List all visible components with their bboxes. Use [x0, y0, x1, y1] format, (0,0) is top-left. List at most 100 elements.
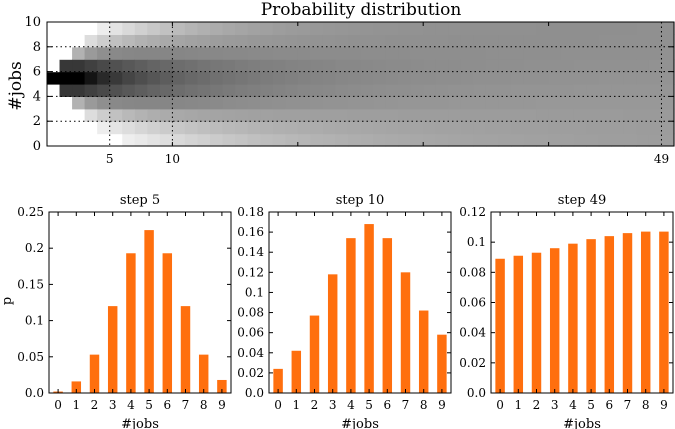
heatmap-cell: [360, 71, 374, 85]
heatmap-cell: [159, 84, 173, 97]
heatmap-cell: [510, 71, 525, 85]
heatmap-cell: [360, 121, 374, 135]
xtick-label: 6: [163, 398, 171, 412]
heatmap-cell: [335, 71, 349, 85]
heatmap-cell: [460, 108, 474, 122]
ytick-label: 0.25: [17, 205, 44, 219]
heatmap-cell: [523, 71, 537, 85]
bar: [659, 231, 669, 393]
heatmap-cell: [260, 22, 274, 35]
heatmap-cell: [385, 22, 399, 35]
heatmap-cell: [184, 22, 199, 35]
heatmap-cell: [448, 121, 462, 135]
bar: [107, 306, 118, 393]
xtick-label: 1: [292, 398, 300, 412]
heatmap-cell: [84, 34, 98, 48]
heatmap-cell: [260, 96, 274, 110]
bar: [586, 239, 596, 393]
heatmap-cell: [373, 34, 387, 48]
heatmap-cell: [385, 121, 399, 135]
heatmap-cell: [84, 84, 98, 97]
heatmap-cell: [247, 133, 261, 147]
heatmap-cell: [159, 96, 173, 110]
xtick-label: 2: [311, 398, 319, 412]
heatmap-cell: [373, 22, 387, 35]
heatmap-cell: [611, 59, 625, 73]
xtick-label: 4: [569, 398, 577, 412]
heatmap-cell: [460, 71, 474, 85]
xtick-label: 3: [109, 398, 117, 412]
heatmap-cell: [285, 84, 299, 97]
xtick-label: 0: [54, 398, 62, 412]
heatmap-cell: [59, 46, 73, 60]
heatmap-cell: [247, 59, 261, 73]
heatmap-cell: [536, 84, 550, 97]
heatmap-cell: [448, 59, 462, 73]
heatmap-cell: [47, 59, 61, 73]
bar-panel-ylabel: p: [0, 297, 15, 305]
heatmap-cell: [536, 46, 550, 60]
heatmap-cell: [72, 71, 86, 85]
heatmap-cell: [260, 108, 274, 122]
heatmap-cell: [448, 96, 462, 110]
heatmap-cells: [47, 22, 675, 147]
heatmap-cell: [109, 71, 123, 85]
heatmap-cell: [661, 34, 675, 48]
ytick-label: 0.12: [459, 205, 486, 219]
heatmap-cell: [72, 96, 86, 110]
heatmap-cell: [523, 108, 537, 122]
bar-panel-xlabel: #jobs: [121, 417, 159, 429]
bar: [180, 306, 191, 393]
heatmap-cell: [510, 84, 525, 97]
xtick-label: 7: [402, 398, 410, 412]
heatmap-cell: [272, 22, 286, 35]
heatmap-cell: [172, 84, 186, 97]
heatmap-cell: [272, 133, 286, 147]
heatmap-cell: [561, 71, 575, 85]
heatmap-cell: [510, 96, 525, 110]
bar-panel-step-49: step 49 0.0 0.02 0.04 0.06 0.08 0.1 0.12 0 1 2 3 4 5…: [459, 193, 674, 429]
heatmap-cell: [285, 71, 299, 85]
bar: [162, 253, 173, 393]
bar-panel-title: step 5: [120, 193, 160, 208]
heatmap-cell: [59, 121, 73, 135]
heatmap-cell: [648, 133, 663, 147]
heatmap-cell: [536, 22, 550, 35]
ytick-label: 0.1: [245, 285, 264, 299]
heatmap-cell: [347, 59, 362, 73]
heatmap-cell: [109, 59, 123, 73]
heatmap-cell: [661, 84, 675, 97]
heatmap-cell: [347, 96, 362, 110]
heatmap-cell: [536, 59, 550, 73]
heatmap-cell: [548, 84, 562, 97]
heatmap-cell: [97, 121, 111, 135]
heatmap-cell: [210, 84, 224, 97]
ytick-label: 0.08: [459, 265, 486, 279]
heatmap-ytick-label: 8: [33, 40, 41, 55]
heatmap-cell: [347, 133, 362, 147]
heatmap-cell: [322, 108, 337, 122]
heatmap-cell: [97, 96, 111, 110]
heatmap-cell: [297, 96, 311, 110]
heatmap-cell: [510, 34, 525, 48]
heatmap-cell: [523, 84, 537, 97]
heatmap-cell: [247, 34, 261, 48]
heatmap-cell: [260, 133, 274, 147]
heatmap-cell: [636, 46, 650, 60]
heatmap-cell: [210, 121, 224, 135]
heatmap-cell: [360, 46, 374, 60]
xtick-label: 4: [347, 398, 355, 412]
heatmap-cell: [172, 59, 186, 73]
heatmap-cell: [398, 133, 412, 147]
heatmap-cell: [623, 46, 637, 60]
heatmap-cell: [423, 34, 437, 48]
heatmap-cell: [573, 121, 587, 135]
heatmap-cell: [636, 133, 650, 147]
bar: [71, 381, 82, 393]
heatmap-cell: [423, 71, 437, 85]
heatmap-cell: [97, 34, 111, 48]
xtick-label: 0: [496, 398, 504, 412]
heatmap-cell: [473, 84, 487, 97]
heatmap-cell: [247, 71, 261, 85]
heatmap-cell: [247, 22, 261, 35]
